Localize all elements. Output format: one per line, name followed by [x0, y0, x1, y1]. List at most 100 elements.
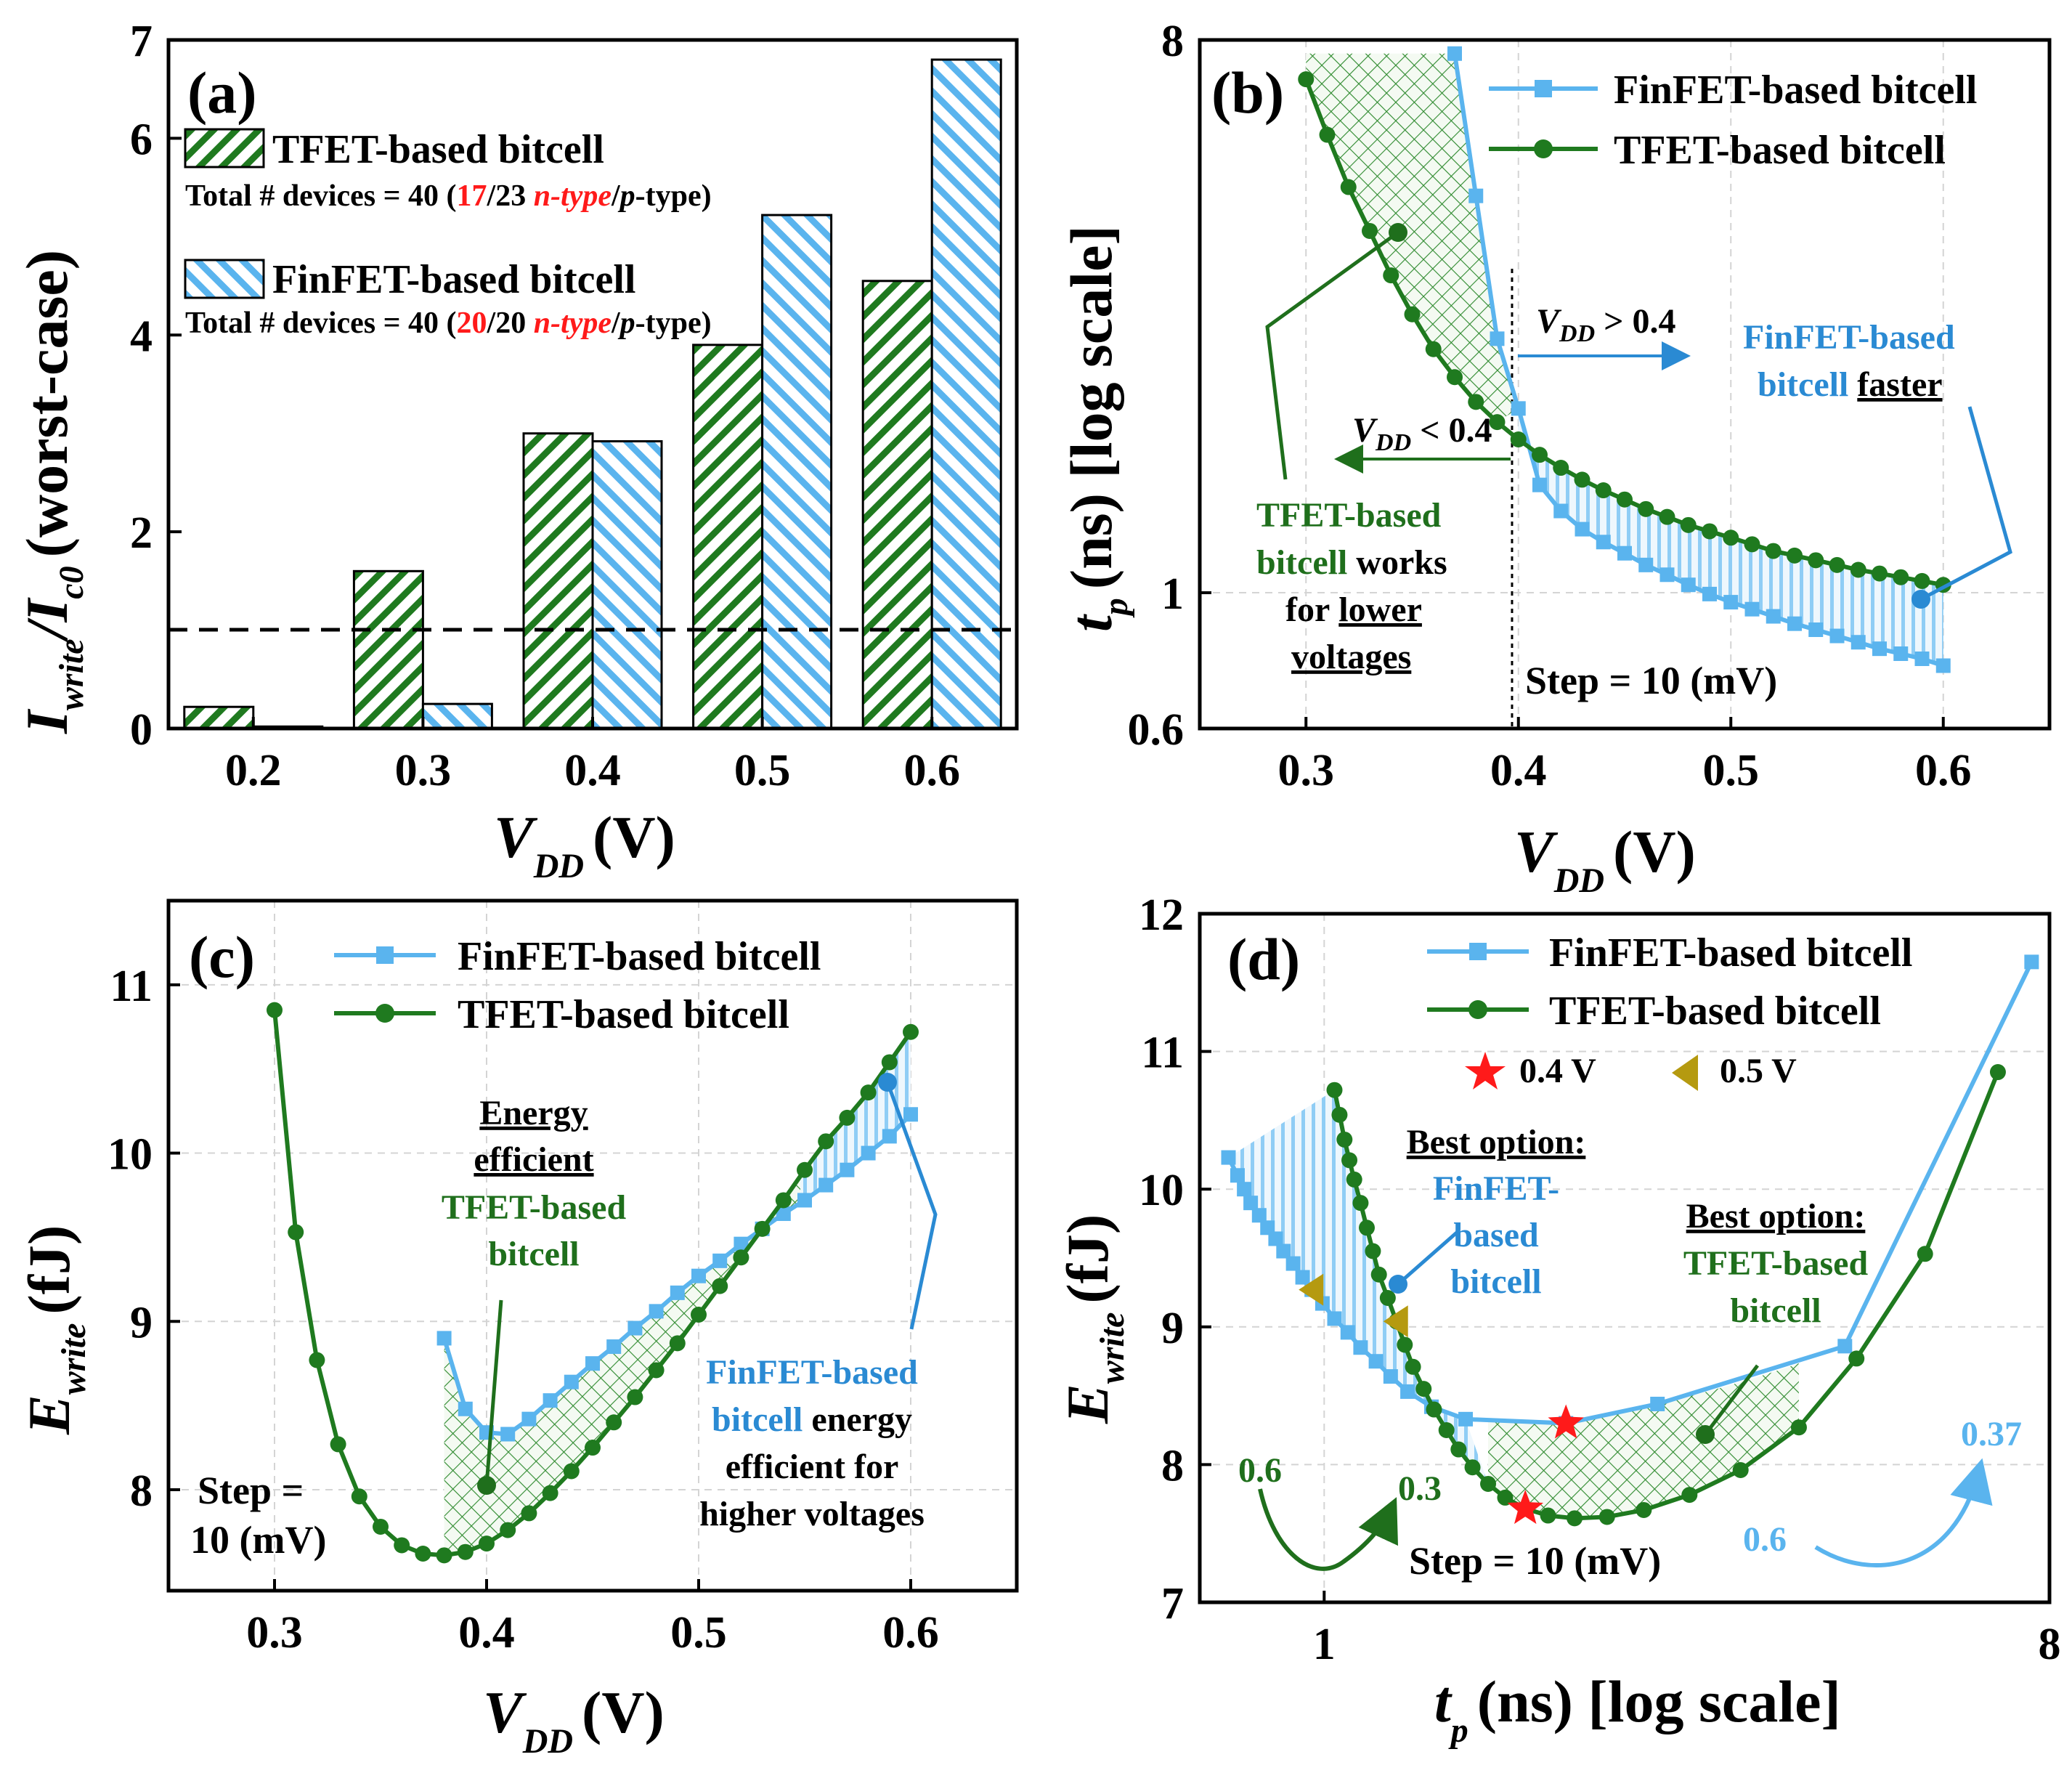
legend-detail-prefix: Total # devices = 40 ( — [185, 179, 457, 213]
data-point-tfet — [712, 1278, 728, 1294]
data-point-tfet — [1358, 1220, 1375, 1236]
data-point-tfet — [1723, 530, 1739, 546]
data-point-tfet — [1540, 1507, 1556, 1524]
data-point-finfet — [734, 1236, 749, 1251]
y-tick-label: 11 — [1141, 1028, 1184, 1078]
legend-label-tfet: TFET-based bitcell — [272, 127, 604, 172]
triangle-marker-icon — [1383, 1305, 1408, 1338]
legend-label-finfet: FinFET-based bitcell — [1549, 930, 1912, 975]
y-axis-label-sep: /I — [14, 597, 80, 643]
direction-arrow-tfet — [1258, 1488, 1398, 1571]
data-point-finfet — [1251, 1208, 1267, 1223]
legend-detail-slash: / — [611, 179, 621, 213]
legend-label-tfet: TFET-based bitcell — [1549, 989, 1881, 1034]
data-point-finfet — [1808, 622, 1824, 638]
data-point-finfet — [1872, 641, 1887, 657]
data-point-tfet — [1365, 1243, 1381, 1259]
data-point-tfet — [1790, 1419, 1807, 1436]
annotation-vdd-main: V — [1536, 302, 1562, 341]
data-point-tfet — [1850, 561, 1866, 578]
data-point-tfet — [797, 1161, 813, 1178]
legend-detail-sep: /20 — [487, 307, 534, 340]
data-point-tfet — [648, 1362, 665, 1379]
data-point-tfet — [1336, 1131, 1353, 1148]
data-point-finfet — [1744, 601, 1760, 617]
bar-tfet — [861, 280, 933, 730]
y-tick-label: 9 — [130, 1298, 153, 1347]
data-point-finfet — [818, 1177, 834, 1193]
data-point-finfet — [1638, 557, 1654, 572]
data-point-tfet — [1383, 267, 1399, 284]
y-tick-label: 6 — [130, 115, 153, 164]
data-point-tfet — [309, 1352, 325, 1368]
data-point-tfet — [521, 1505, 537, 1522]
data-point-tfet — [1893, 569, 1909, 585]
data-point-tfet — [1744, 536, 1760, 553]
data-point-tfet — [330, 1436, 346, 1453]
data-point-finfet — [1285, 1256, 1301, 1271]
legend-label-tfet: TFET-based bitcell — [458, 992, 789, 1037]
data-point-tfet — [563, 1463, 580, 1480]
annotation-finfet-4: higher voltages — [699, 1495, 925, 1533]
x-tick-label: 0.5 — [1703, 746, 1760, 795]
legend-label-05v: 0.5 V — [1720, 1052, 1797, 1090]
data-point-tfet — [1510, 431, 1527, 448]
data-point-finfet — [1230, 1168, 1245, 1183]
annotation-finfet-1: Best option: — [1407, 1123, 1586, 1161]
annotation-text: faster — [1857, 365, 1942, 404]
y-tick-label: 0.6 — [1128, 705, 1185, 755]
region-tfet-advantage — [1306, 53, 1519, 423]
legend-detail-finfet: Total # devices = 40 (20/20 n-type/p-typ… — [185, 307, 712, 340]
legend-detail-suffix: -type) — [635, 179, 712, 213]
annotation-tfet-4: voltages — [1291, 638, 1411, 676]
bar-tfet — [692, 344, 764, 730]
y-axis-label-main: I — [14, 708, 80, 734]
data-point-tfet — [457, 1543, 474, 1560]
data-point-tfet — [1574, 471, 1590, 488]
step-label-1: Step = — [198, 1469, 304, 1512]
data-point-finfet — [1268, 1231, 1283, 1246]
bar-tfet — [183, 705, 255, 730]
data-point-tfet — [1617, 491, 1633, 508]
data-point-tfet — [1787, 547, 1803, 564]
x-tick-label: 0.6 — [882, 1608, 939, 1658]
data-point-tfet — [1464, 1459, 1481, 1476]
data-point-tfet — [373, 1518, 389, 1535]
pointer-tfet — [1704, 1364, 1759, 1436]
data-point-tfet — [1362, 222, 1378, 239]
data-point-finfet — [436, 1331, 452, 1346]
data-point-tfet — [1340, 179, 1357, 195]
data-point-finfet — [1837, 1339, 1853, 1354]
step-label: Step = 10 (mV) — [1525, 659, 1777, 702]
plot-frame — [1198, 912, 2052, 1604]
y-axis-label-unit: (fJ) — [1055, 1214, 1121, 1304]
x-tick-label: 0.6 — [1915, 746, 1972, 795]
legend-marker-square — [1469, 943, 1487, 960]
pointer-dot-finfet — [1389, 1275, 1407, 1294]
data-point-finfet — [1935, 658, 1951, 673]
annotation-finfet-faster-2: bitcell faster — [1758, 365, 1943, 404]
data-point-tfet — [1532, 447, 1548, 463]
data-point-finfet — [521, 1411, 537, 1427]
data-point-finfet — [712, 1253, 728, 1268]
annotation-vdd-lt: VDD < 0.4 — [1352, 411, 1492, 456]
data-point-finfet — [1659, 567, 1675, 583]
y-axis-label: Iwrite/Ic0 (worst-case) — [14, 250, 91, 734]
y-axis-label: Ewrite (fJ) — [1055, 1214, 1132, 1424]
legend-detail-p: p — [618, 307, 635, 340]
legend-detail-ntype: n-type — [534, 179, 612, 213]
data-point-tfet — [1480, 1475, 1497, 1492]
y-axis-label-sub: p — [1097, 598, 1135, 618]
annotation-text: for — [1285, 591, 1330, 629]
x-axis-label: VDD (V) — [494, 804, 675, 885]
data-point-finfet — [627, 1320, 643, 1336]
data-point-finfet — [1893, 646, 1909, 662]
legend-marker-circle — [1534, 139, 1553, 158]
x-tick-label: 0.4 — [458, 1608, 515, 1658]
pointer-dot-finfet — [1911, 590, 1930, 609]
legend-detail-tfet: Total # devices = 40 (17/23 n-type/p-typ… — [185, 179, 712, 213]
data-point-finfet — [1650, 1396, 1665, 1411]
data-point-finfet — [1596, 535, 1611, 550]
legend-label-finfet: FinFET-based bitcell — [1614, 68, 1977, 113]
y-tick-label: 10 — [107, 1130, 153, 1180]
